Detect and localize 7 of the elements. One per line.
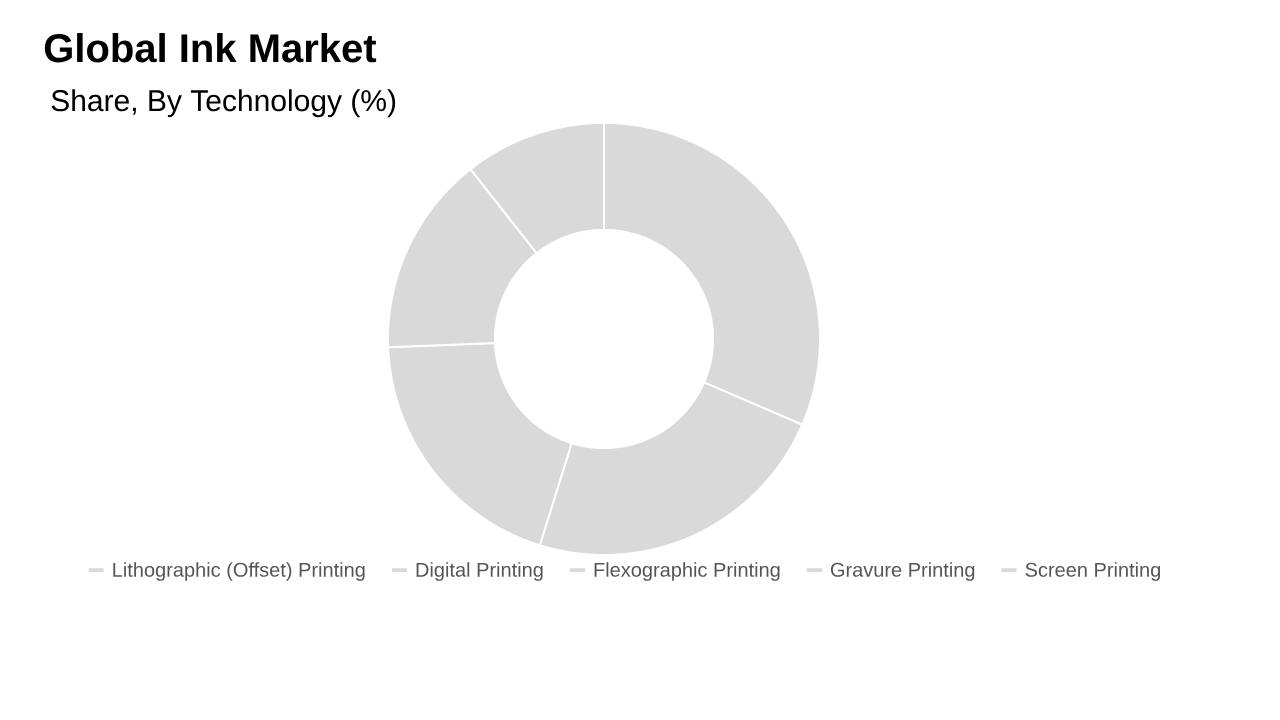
legend-label: Lithographic (Offset) Printing xyxy=(113,562,365,581)
legend-label: Gravure Printing xyxy=(830,562,975,581)
chart-subtitle: Share, By Technology (%) xyxy=(51,89,396,118)
chart-title: Global Ink Market xyxy=(44,33,377,63)
legend-label: Flexographic Printing xyxy=(594,562,780,581)
legend-label: Screen Printing xyxy=(1025,562,1161,581)
legend-label: Digital Printing xyxy=(416,562,543,581)
